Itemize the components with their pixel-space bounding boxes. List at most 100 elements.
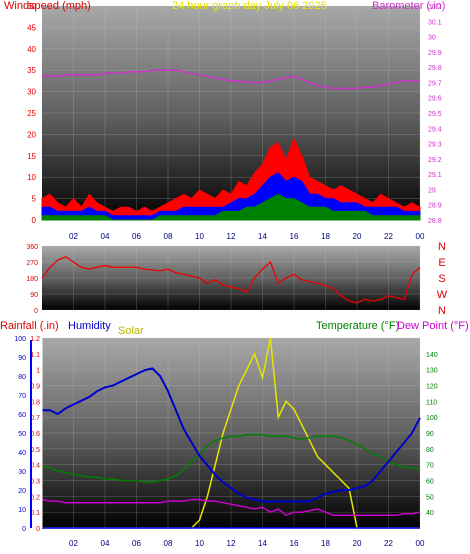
x-tick-label: 00 [416, 539, 425, 548]
rainfall-tick-label: 0.9 [30, 384, 40, 391]
windspeed-axis-ticks: 0 5 10 15 20 25 30 35 40 45 50 [27, 2, 36, 225]
barometer-tick-label: 29.4 [428, 126, 442, 133]
barometer-tick-label: 29.2 [428, 157, 442, 164]
dewpoint-series [41, 498, 421, 517]
x-tick-label: 14 [258, 232, 267, 241]
x-tick-label: 06 [132, 539, 141, 548]
rainfall-tick-label: 0.7 [30, 415, 40, 422]
windspeed-tick-label: 45 [27, 23, 36, 32]
windspeed-tick-label: 50 [27, 2, 36, 11]
graph-title: 24 hour graph day July 06 2025 [172, 0, 327, 12]
barometer-tick-label: 29.1 [428, 172, 442, 179]
rainfall-tick-label: 0.3 [30, 479, 40, 486]
humidity-tick-label: 10 [18, 507, 26, 514]
barometer-tick-label: 29.6 [428, 96, 442, 103]
windspeed-tick-label: 25 [27, 109, 36, 118]
x-tick-label: 22 [384, 232, 393, 241]
windspeed-label: Windspeed (mph) [4, 0, 91, 12]
compass-tick-label: N [438, 241, 446, 253]
temperature-tick-label: 40 [426, 510, 434, 517]
barometer-tick-label: 29.9 [428, 50, 442, 57]
barometer-tick-label: 30 [428, 35, 436, 42]
windspeed-tick-label: 30 [27, 88, 36, 97]
direction-chart-series [41, 255, 421, 304]
rainfall-tick-label: 0.4 [30, 463, 40, 470]
x-tick-label: 06 [132, 232, 141, 241]
windspeed-tick-label: 0 [32, 216, 37, 225]
humidity-tick-label: 0 [22, 526, 26, 533]
top-chart-grid [42, 5, 421, 221]
x-tick-label: 16 [290, 232, 299, 241]
rainfall-axis-ticks: 0 0.1 0.2 0.3 0.4 0.5 0.6 0.7 0.8 0.9 1 1.1 1.2 [30, 336, 40, 533]
top-chart-series [41, 69, 421, 221]
x-tick-label: 12 [227, 232, 236, 241]
x-tick-label: 10 [195, 232, 204, 241]
top-x-axis-ticks: 02 04 06 08 10 12 14 16 18 20 22 00 [69, 232, 425, 241]
x-tick-label: 02 [69, 539, 78, 548]
barometer-tick-label: 28.8 [428, 218, 442, 225]
x-tick-label: 12 [227, 539, 236, 548]
x-tick-label: 18 [321, 539, 330, 548]
direction-tick-label: 270 [26, 260, 38, 267]
humidity-series [42, 367, 421, 503]
barometer-tick-label: 29.3 [428, 142, 442, 149]
temperature-tick-label: 100 [426, 415, 438, 422]
rainfall-tick-label: 1.1 [30, 352, 40, 359]
direction-tick-label: 360 [26, 244, 38, 251]
rainfall-tick-label: 0.2 [30, 494, 40, 501]
windspeed-tick-label: 35 [27, 66, 36, 75]
humidity-tick-label: 80 [18, 374, 26, 381]
temperature-tick-label: 140 [426, 352, 438, 359]
bottom-x-axis-ticks: 02 04 06 08 10 12 14 16 18 20 22 00 [69, 539, 425, 548]
windspeed-tick-label: 10 [27, 173, 36, 182]
humidity-tick-label: 60 [18, 412, 26, 419]
humidity-tick-label: 20 [18, 488, 26, 495]
compass-tick-label: S [438, 273, 445, 285]
temperature-axis-ticks: 40 50 60 70 80 90 100 110 120 130 140 [426, 352, 438, 517]
temperature-tick-label: 130 [426, 368, 438, 375]
direction-axis-ticks: 0 90 180 270 360 [26, 244, 38, 315]
x-tick-label: 10 [195, 539, 204, 548]
barometer-label: Barometer (.in) [372, 0, 446, 12]
dewpoint-label: Dew Point (°F) [397, 320, 469, 332]
temperature-tick-label: 120 [426, 384, 438, 391]
rainfall-tick-label: 0.1 [30, 510, 40, 517]
windspeed-tick-label: 40 [27, 45, 36, 54]
x-tick-label: 20 [353, 539, 362, 548]
temperature-tick-label: 90 [426, 431, 434, 438]
x-tick-label: 14 [258, 539, 267, 548]
barometer-tick-label: 30.2 [428, 4, 442, 11]
x-tick-label: 00 [416, 232, 425, 241]
rainfall-tick-label: 1 [36, 368, 40, 375]
barometer-tick-label: 30.1 [428, 19, 442, 26]
humidity-tick-label: 50 [18, 431, 26, 438]
windspeed-tick-label: 5 [32, 195, 37, 204]
bottom-chart-series [41, 337, 421, 529]
temperature-tick-label: 110 [426, 399, 437, 406]
x-tick-label: 08 [164, 232, 173, 241]
temperature-tick-label: 60 [426, 479, 434, 486]
temperature-series [41, 433, 421, 483]
humidity-label: Humidity [68, 320, 111, 332]
direction-tick-label: 0 [34, 308, 38, 315]
x-tick-label: 02 [69, 232, 78, 241]
temperature-tick-label: 50 [426, 494, 434, 501]
rainfall-tick-label: 1.2 [30, 336, 40, 343]
humidity-tick-label: 70 [18, 393, 26, 400]
x-tick-label: 16 [290, 539, 299, 548]
windspeed-tick-label: 20 [27, 130, 36, 139]
barometer-tick-label: 29.7 [428, 80, 442, 87]
windspeed-tick-label: 15 [27, 152, 36, 161]
solar-label: Solar [118, 325, 144, 337]
barometer-tick-label: 29 [428, 187, 436, 194]
barometer-tick-label: 29.8 [428, 65, 442, 72]
humidity-tick-label: 40 [18, 450, 26, 457]
humidity-tick-label: 90 [18, 355, 26, 362]
x-tick-label: 20 [353, 232, 362, 241]
barometer-tick-label: 28.9 [428, 203, 442, 210]
rainfall-tick-label: 0 [36, 526, 40, 533]
direction-tick-label: 180 [26, 276, 38, 283]
humidity-tick-label: 30 [18, 469, 26, 476]
rainfall-tick-label: 0.8 [30, 399, 40, 406]
